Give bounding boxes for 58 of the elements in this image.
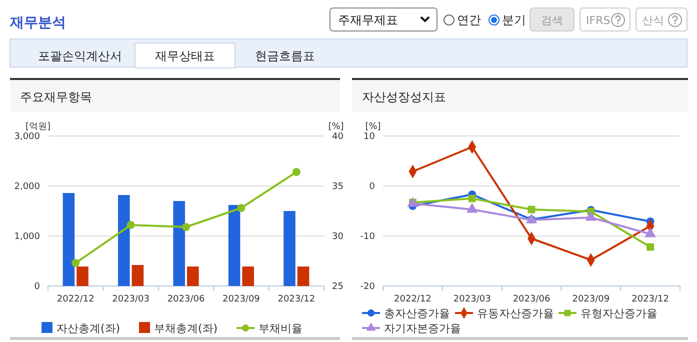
bar <box>173 201 185 286</box>
y2-tick-label: 40 <box>332 132 344 142</box>
bar <box>132 265 144 286</box>
y-tick-label: 3,000 <box>14 132 40 142</box>
bar <box>284 211 296 286</box>
radio-button[interactable]: 분기 <box>488 13 526 27</box>
legend-label: 자기자본증가율 <box>384 322 461 335</box>
bar <box>118 195 130 286</box>
y-tick-label: -20 <box>360 282 376 292</box>
chart-title: 자산성장성지표 <box>362 90 446 104</box>
x-tick-label: 2023/09 <box>572 294 610 304</box>
point <box>182 223 190 231</box>
bar <box>62 193 75 286</box>
bar <box>187 266 199 286</box>
y-axis-title: [억원] <box>25 122 51 132</box>
y-tick-label: 1,000 <box>14 232 40 242</box>
legend-label: 부채비율 <box>258 322 302 335</box>
x-tick-label: 2023/12 <box>278 294 316 304</box>
y2-tick-label: 25 <box>332 282 344 292</box>
y-tick-label: 10 <box>364 132 376 142</box>
text: 재무분석 <box>9 15 66 31</box>
y-tick-label: 0 <box>34 282 40 292</box>
legend-label: 총자산증가율 <box>384 307 450 320</box>
x-tick-label: 2023/06 <box>512 294 550 304</box>
x-tick-label: 2023/06 <box>167 294 205 304</box>
tab[interactable]: 재무상태표 <box>134 42 236 68</box>
point <box>237 204 246 212</box>
bar <box>242 266 254 286</box>
point <box>292 168 300 176</box>
point <box>72 259 80 267</box>
x-tick-label: 2023/03 <box>453 294 491 304</box>
y2-tick-label: 30 <box>332 232 344 242</box>
bar <box>76 266 88 286</box>
x-tick-label: 2022/12 <box>56 294 94 304</box>
legend-label: 유동자산증가율 <box>477 307 554 320</box>
point <box>126 221 135 229</box>
x-tick-label: 2023/09 <box>222 294 260 304</box>
tab[interactable]: 포괄손익계산서 <box>38 49 122 63</box>
bar <box>297 266 310 286</box>
dropdown[interactable]: 주재무제표 <box>330 8 438 32</box>
point <box>646 243 654 251</box>
point <box>468 194 476 202</box>
x-tick-label: 2022/12 <box>394 294 432 304</box>
x-tick-label: 2023/03 <box>112 294 150 304</box>
y-tick-label: 2,000 <box>14 182 40 192</box>
y2-tick-label: 35 <box>332 182 344 192</box>
tab[interactable]: 현금흐름표 <box>255 49 315 63</box>
x-tick-label: 2023/12 <box>632 294 669 304</box>
y-axis-title: [%] <box>365 122 381 132</box>
y-tick-label: -10 <box>360 232 376 242</box>
y2-axis-title: [%] <box>328 122 344 132</box>
legend-label: 유형자산증가율 <box>580 307 658 320</box>
y-tick-label: 0 <box>369 182 376 192</box>
chart-title: 주요재무항목 <box>20 90 92 104</box>
radio-button[interactable]: 연간 <box>444 13 481 27</box>
legend-label: 자산총계(좌) <box>56 322 120 335</box>
bar <box>228 205 240 286</box>
legend-label: 부채총계(좌) <box>154 322 218 335</box>
